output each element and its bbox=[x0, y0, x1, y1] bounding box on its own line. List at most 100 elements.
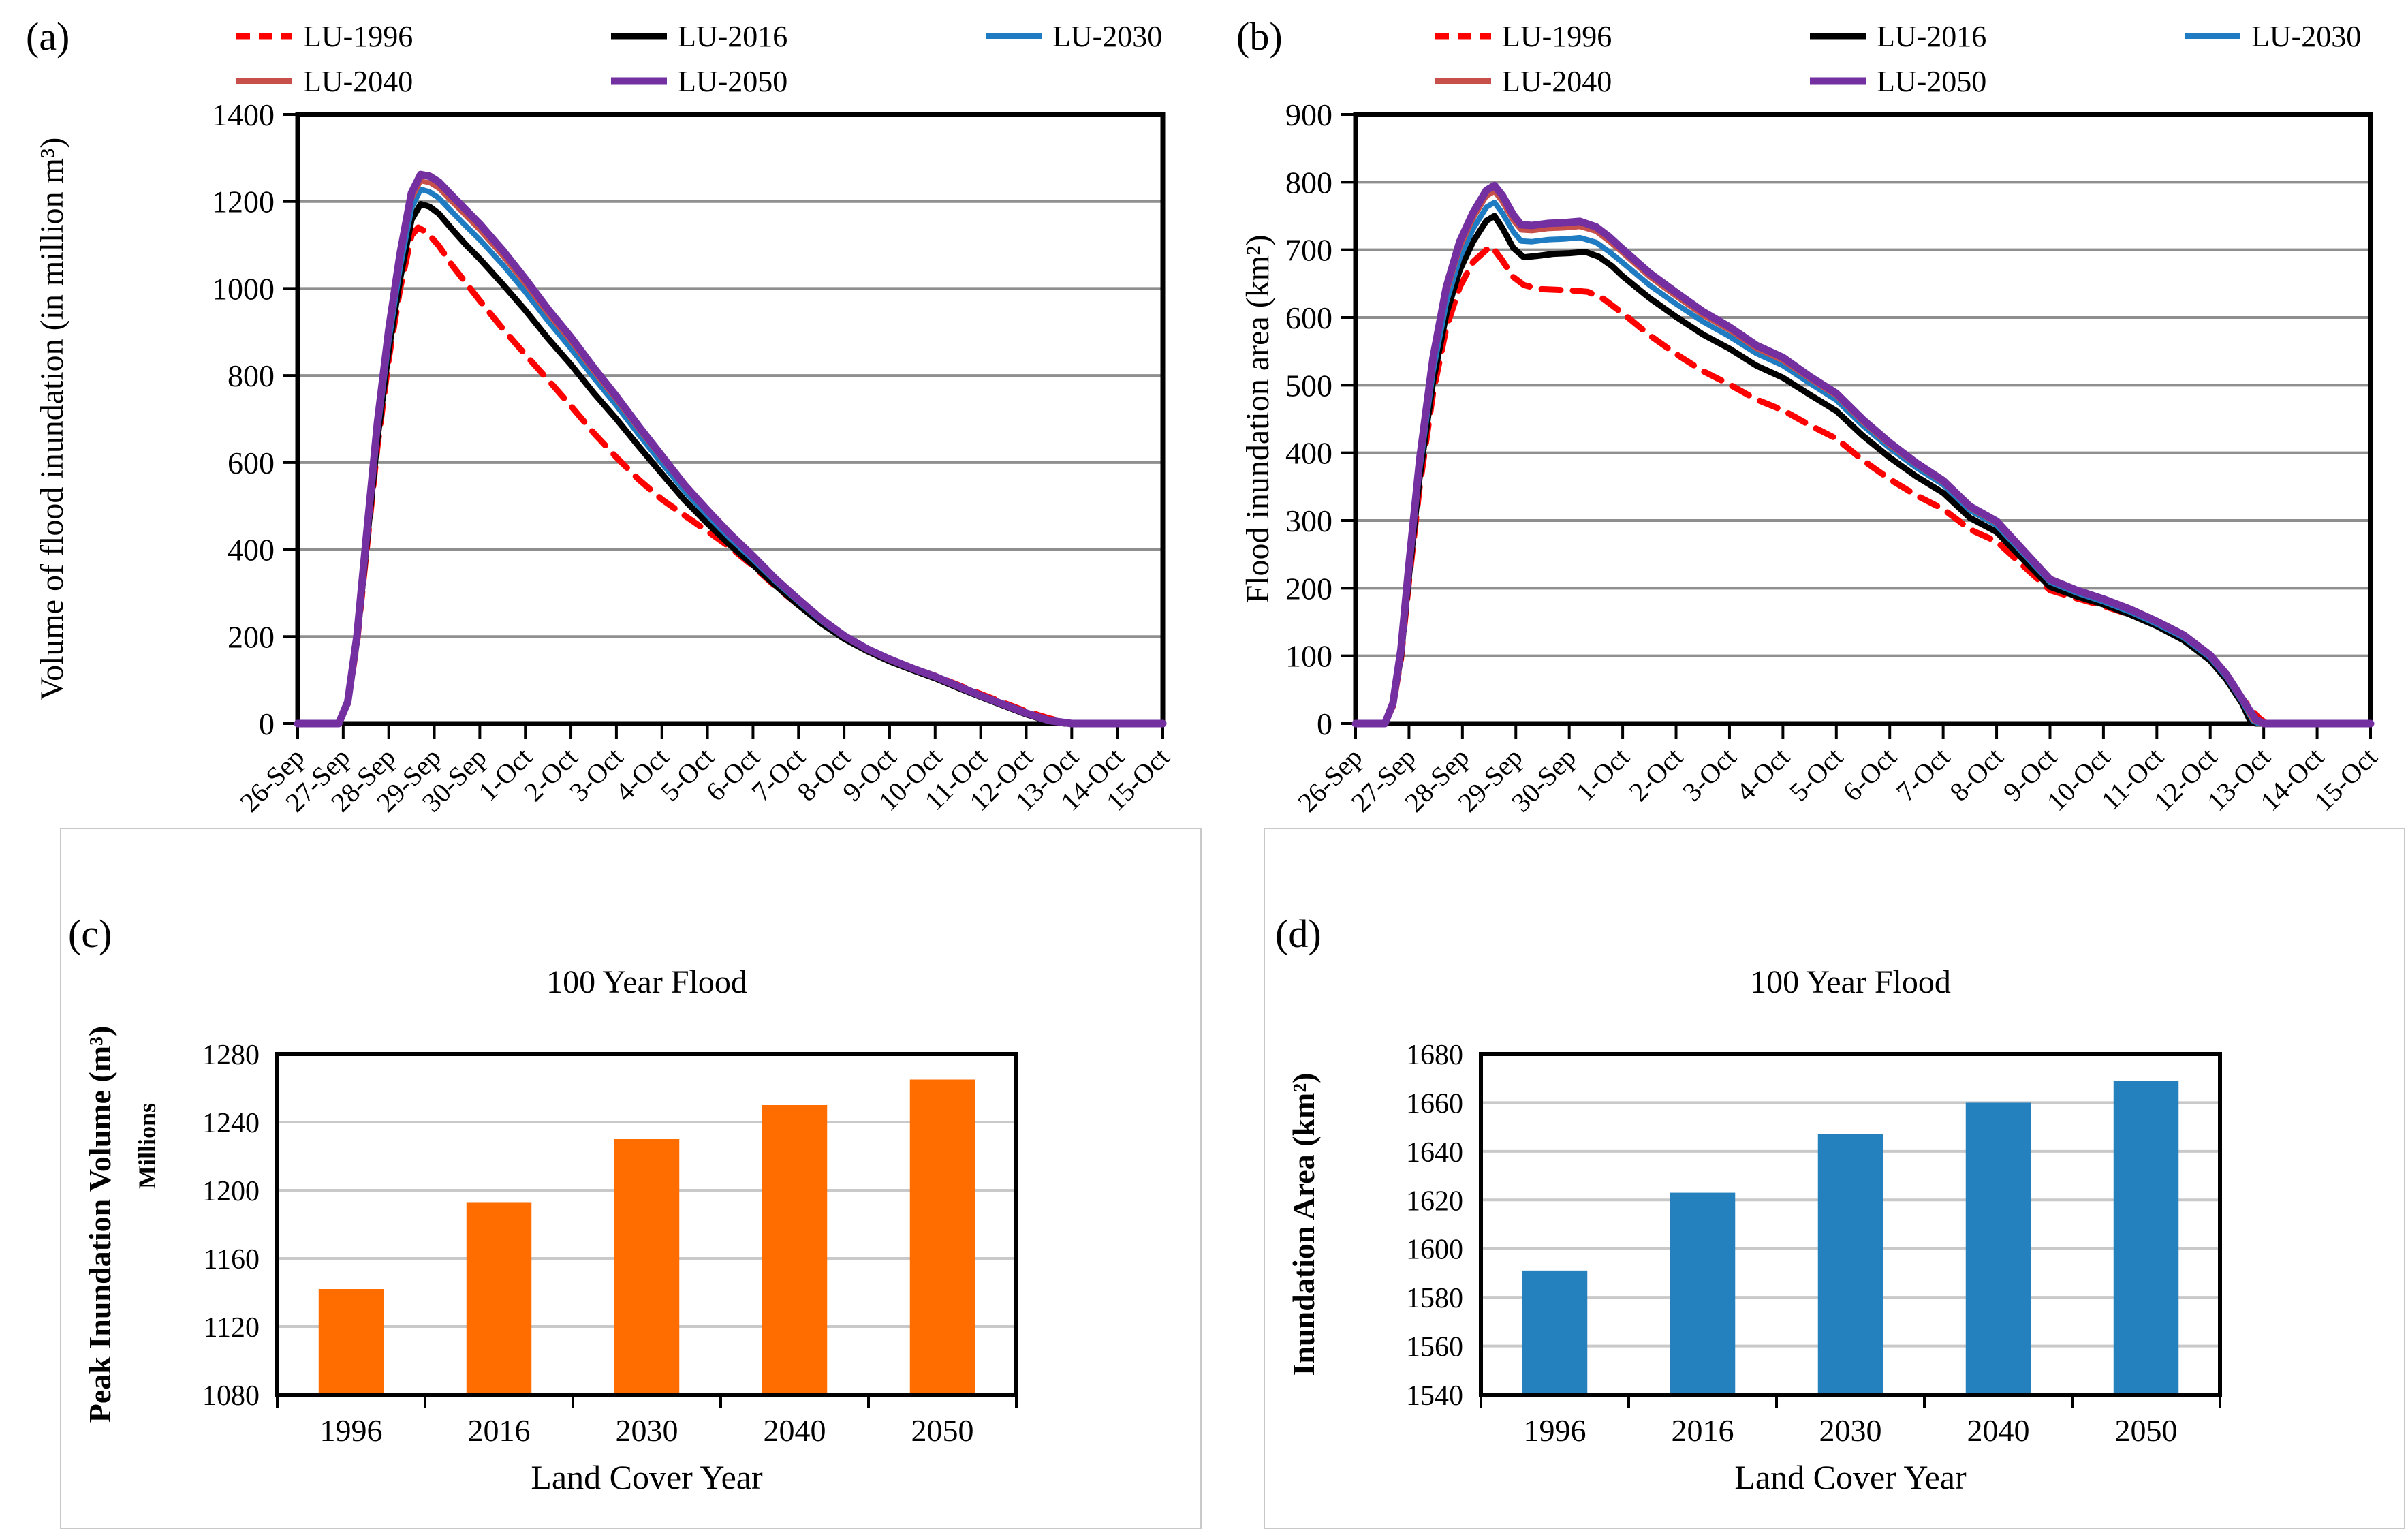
x-category-label: 2050 bbox=[2115, 1413, 2178, 1448]
legend-label-LU-2016: LU-2016 bbox=[1877, 19, 1987, 53]
x-category-label: 1996 bbox=[1524, 1413, 1586, 1448]
x-category-label: 2016 bbox=[468, 1413, 531, 1448]
plot-frame bbox=[295, 112, 1166, 726]
y-tick-label: 1620 bbox=[1406, 1185, 1463, 1217]
bar-chart-d: 100 Year Flood 1540 1560 1580 1600 1620 1640 16… bbox=[1265, 829, 2404, 1528]
legend-swatch-LU-2050 bbox=[1810, 77, 1866, 85]
legend-swatch-LU-2040 bbox=[1435, 78, 1491, 84]
x-category-label: 2040 bbox=[1967, 1413, 2030, 1448]
y-tick-label: 1200 bbox=[202, 1176, 260, 1207]
y-tick-label: 700 bbox=[1285, 233, 1332, 268]
panel-c-box: (c) 100 Year Flood 1080 1120 1160 1200 1240 12… bbox=[60, 828, 1202, 1529]
y-tick-label: 900 bbox=[1285, 97, 1332, 132]
chart-title: 100 Year Flood bbox=[1750, 964, 1951, 1000]
legend-item-LU-2050: LU-2050 bbox=[1809, 64, 2183, 99]
x-tick-label: 1-Oct bbox=[1569, 742, 1635, 807]
y-tick-label: 600 bbox=[228, 446, 275, 480]
y-tick-label: 200 bbox=[228, 619, 275, 654]
series-line-LU-2050 bbox=[294, 170, 1167, 728]
legend-label-LU-2040: LU-2040 bbox=[1502, 64, 1612, 98]
y-tick-label: 1580 bbox=[1406, 1283, 1463, 1314]
y-tick-label: 1000 bbox=[212, 271, 275, 306]
y-axis-title: Volume of flood inundation (in million m… bbox=[34, 138, 70, 701]
y-tick-label: 1200 bbox=[212, 185, 275, 219]
x-axis-title: Land Cover Year bbox=[531, 1458, 763, 1496]
legend-label-LU-1996: LU-1996 bbox=[303, 19, 413, 53]
series-line-LU-2030 bbox=[1353, 200, 2373, 726]
legend-label-LU-2030: LU-2030 bbox=[1052, 19, 1163, 53]
chart-svg-d: 100 Year Flood 1540 1560 1580 1600 1620 1640 16… bbox=[1286, 964, 2222, 1496]
y-tick-label: 1600 bbox=[1406, 1235, 1463, 1266]
y-tick-label: 1080 bbox=[202, 1380, 260, 1412]
bar-2040 bbox=[1965, 1102, 2031, 1395]
bar-2016 bbox=[466, 1202, 532, 1395]
y-tick-label: 1400 bbox=[212, 97, 275, 132]
chart-svg-b: 010020030040050060070080090026-Sep27-Sep… bbox=[1240, 97, 2383, 941]
legend-swatch-LU-2030 bbox=[986, 33, 1042, 39]
x-tick-label: 7-Oct bbox=[1890, 742, 1956, 807]
bar-2030 bbox=[1817, 1134, 1883, 1395]
bar-2050 bbox=[2113, 1081, 2179, 1395]
legend-item-LU-2016: LU-2016 bbox=[1809, 19, 2183, 54]
legend-item-LU-2050: LU-2050 bbox=[610, 64, 984, 99]
legend-swatch-LU-2030 bbox=[2185, 33, 2240, 39]
x-category-label: 1996 bbox=[320, 1413, 383, 1448]
bar-2040 bbox=[762, 1105, 828, 1395]
panel-b: (b) LU-1996 LU-2016 LU-2030 LU-2040 LU-2050 … bbox=[1226, 8, 2405, 955]
series-line-LU-2050 bbox=[1351, 181, 2375, 728]
y-tick-label: 1660 bbox=[1406, 1088, 1463, 1119]
y-axis-title: Inundation Area (km²) bbox=[1286, 1073, 1321, 1376]
x-category-label: 2016 bbox=[1672, 1413, 1734, 1448]
y-tick-label: 600 bbox=[1285, 300, 1332, 335]
legend-swatch-LU-2016 bbox=[611, 33, 667, 40]
x-category-label: 2050 bbox=[911, 1413, 974, 1448]
y-tick-label: 1240 bbox=[202, 1108, 260, 1139]
series-line-LU-2016 bbox=[1352, 213, 2374, 727]
y-tick-label: 1280 bbox=[202, 1040, 260, 1071]
chart-title: 100 Year Flood bbox=[546, 964, 747, 1000]
bar-1996 bbox=[318, 1289, 384, 1395]
plot-frame bbox=[1353, 112, 2373, 726]
y-tick-label: 1160 bbox=[204, 1244, 260, 1275]
y-tick-label: 100 bbox=[1285, 639, 1332, 674]
x-category-label: 2030 bbox=[1819, 1413, 1882, 1448]
legend-swatch-LU-2040 bbox=[236, 78, 292, 84]
legend-label-LU-2016: LU-2016 bbox=[678, 19, 788, 53]
panel-a: (a) LU-1996 LU-2016 LU-2030 LU-2040 LU-2050 … bbox=[20, 8, 1195, 955]
legend-label-LU-2040: LU-2040 bbox=[303, 64, 413, 98]
y-tick-label: 800 bbox=[228, 358, 275, 393]
panel-d-box: (d) 100 Year Flood 1540 1560 1580 1600 1620 16… bbox=[1264, 828, 2405, 1529]
y-tick-label: 300 bbox=[1285, 503, 1332, 538]
y-tick-label: 1540 bbox=[1406, 1380, 1463, 1412]
x-tick-label: 2-Oct bbox=[1623, 742, 1689, 807]
legend-row: LU-1996 LU-2016 LU-2030 bbox=[1434, 14, 2408, 59]
bar-2030 bbox=[614, 1139, 680, 1395]
x-axis-title: Land Cover Year bbox=[1734, 1458, 1967, 1496]
bar-chart-c: 100 Year Flood 1080 1120 1160 1200 1240 1280 19… bbox=[61, 829, 1200, 1528]
y-tick-label: 500 bbox=[1285, 368, 1332, 403]
y-tick-label: 0 bbox=[259, 707, 275, 741]
plot-frame bbox=[275, 1052, 1018, 1397]
panel-letter-c: (c) bbox=[68, 912, 112, 956]
legend-label-LU-2050: LU-2050 bbox=[1877, 64, 1987, 98]
legend-label-LU-1996: LU-1996 bbox=[1502, 19, 1612, 53]
y-tick-label: 200 bbox=[1285, 571, 1332, 606]
y-tick-label: 400 bbox=[1285, 436, 1332, 471]
x-tick-label: 8-Oct bbox=[1943, 742, 2009, 807]
panel-letter-d: (d) bbox=[1275, 912, 1322, 956]
panel-letter-b: (b) bbox=[1236, 14, 1283, 59]
legend-row: LU-1996 LU-2016 LU-2030 bbox=[235, 14, 1359, 59]
bar-2016 bbox=[1670, 1192, 1736, 1395]
series-line-LU-1996 bbox=[1352, 243, 2374, 727]
bar-2050 bbox=[909, 1079, 975, 1395]
legend-swatch-LU-1996 bbox=[236, 33, 292, 40]
legend-item-LU-2030: LU-2030 bbox=[2183, 19, 2408, 54]
legend-item-LU-1996: LU-1996 bbox=[1434, 19, 1809, 54]
legend-row: LU-2040 LU-2050 bbox=[235, 59, 1359, 104]
legend-item-LU-2040: LU-2040 bbox=[235, 64, 610, 99]
x-tick-label: 5-Oct bbox=[1783, 742, 1849, 807]
y-tick-label: 1120 bbox=[204, 1312, 260, 1344]
chart-svg-c: 100 Year Flood 1080 1120 1160 1200 1240 1280 19… bbox=[82, 964, 1018, 1496]
x-tick-label: 6-Oct bbox=[1836, 742, 1902, 807]
